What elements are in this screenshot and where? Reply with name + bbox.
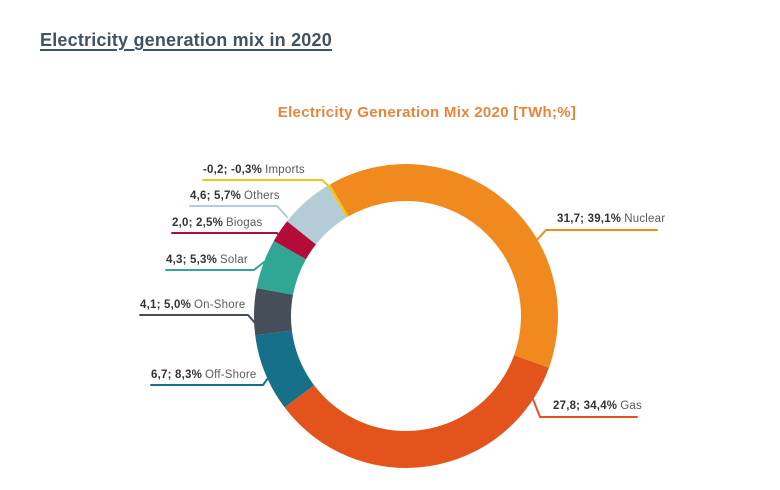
donut-segment-imports	[327, 184, 349, 218]
label-imports-name: Imports	[265, 164, 305, 176]
leader-line-nuclear	[535, 229, 658, 242]
label-nuclear: 31,7; 39,1% Nuclear	[557, 212, 665, 226]
leader-line-on-shore	[139, 314, 257, 325]
page-title: Electricity generation mix in 2020	[40, 30, 332, 50]
label-imports-value: -0,2; -0,3%	[203, 164, 263, 176]
donut-segment-others	[287, 185, 347, 245]
label-gas-name: Gas	[620, 400, 642, 412]
label-on-shore-value: 4,1; 5,0%	[140, 299, 192, 311]
leader-line-off-shore	[150, 373, 272, 386]
chart-title: Electricity Generation Mix 2020 [TWh;%]	[277, 104, 577, 121]
leader-line-imports	[202, 179, 332, 189]
label-nuclear-value: 31,7; 39,1%	[557, 213, 622, 225]
donut-segment-solar	[256, 241, 306, 295]
label-nuclear-name: Nuclear	[624, 213, 666, 225]
label-gas: 27,8; 34,4% Gas	[553, 399, 642, 413]
donut-segment-biogas	[273, 221, 316, 260]
donut-segment-gas	[284, 355, 549, 468]
donut-segment-nuclear	[330, 164, 558, 368]
donut-segment-on-shore	[253, 288, 293, 336]
leader-line-gas	[528, 388, 638, 418]
label-others-name: Others	[244, 190, 280, 202]
leader-line-others	[189, 205, 288, 218]
label-biogas-value: 2,0; 2,5%	[172, 217, 224, 229]
label-off-shore-name: Off-Shore	[205, 369, 257, 381]
label-imports: -0,2; -0,3% Imports	[203, 163, 305, 177]
donut-segment-off-shore	[255, 330, 315, 408]
label-others-value: 4,6; 5,7%	[190, 190, 242, 202]
label-solar: 4,3; 5,3% Solar	[166, 253, 248, 267]
label-gas-value: 27,8; 34,4%	[553, 400, 618, 412]
label-others: 4,6; 5,7% Others	[190, 189, 280, 203]
label-biogas: 2,0; 2,5% Biogas	[172, 216, 262, 230]
label-off-shore: 6,7; 8,3% Off-Shore	[151, 368, 256, 382]
label-on-shore: 4,1; 5,0% On-Shore	[140, 298, 246, 312]
label-solar-name: Solar	[220, 254, 248, 266]
label-solar-value: 4,3; 5,3%	[166, 254, 218, 266]
leader-line-solar	[165, 261, 265, 271]
label-biogas-name: Biogas	[226, 217, 263, 229]
label-off-shore-value: 6,7; 8,3%	[151, 369, 203, 381]
leader-line-biogas	[171, 232, 287, 243]
label-on-shore-name: On-Shore	[194, 299, 246, 311]
